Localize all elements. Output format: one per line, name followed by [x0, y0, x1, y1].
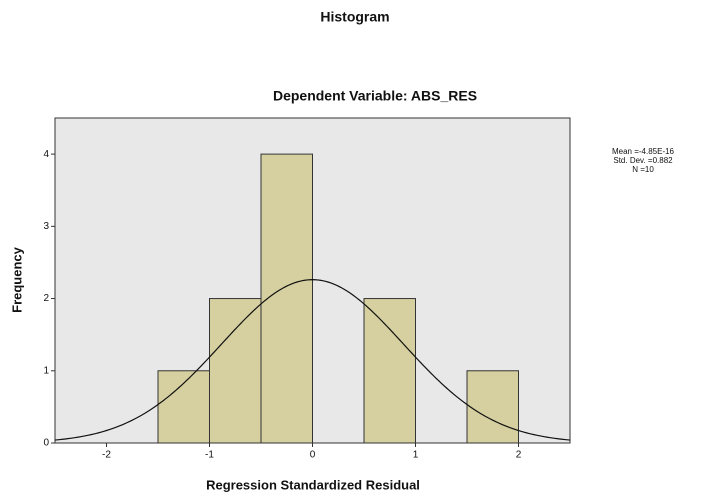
- x-tick-label: -1: [205, 450, 214, 461]
- x-axis-label: Regression Standardized Residual: [206, 477, 420, 492]
- y-tick-label: 0: [43, 438, 49, 449]
- bar: [363, 298, 416, 444]
- x-tick-label: -2: [102, 450, 111, 461]
- x-tick-label: 0: [310, 450, 316, 461]
- bar: [260, 153, 313, 444]
- chart-title: Histogram: [320, 9, 389, 25]
- chart-subtitle: Dependent Variable: ABS_RES: [273, 88, 477, 104]
- y-tick-label: 3: [43, 221, 49, 232]
- y-axis-label: Frequency: [9, 246, 24, 313]
- x-tick-label: 1: [413, 450, 419, 461]
- bar: [209, 298, 262, 444]
- normal-curve: [54, 279, 571, 441]
- stats-label: Std. Dev. =0.882: [613, 156, 673, 165]
- y-tick-label: 4: [43, 149, 49, 160]
- stats-label: N =10: [632, 165, 654, 174]
- bar: [157, 370, 210, 444]
- bar: [466, 370, 519, 444]
- y-tick-label: 2: [43, 293, 49, 304]
- x-tick-label: 2: [516, 450, 522, 461]
- stats-label: Mean =-4.85E-16: [612, 147, 675, 156]
- y-tick-label: 1: [43, 365, 49, 376]
